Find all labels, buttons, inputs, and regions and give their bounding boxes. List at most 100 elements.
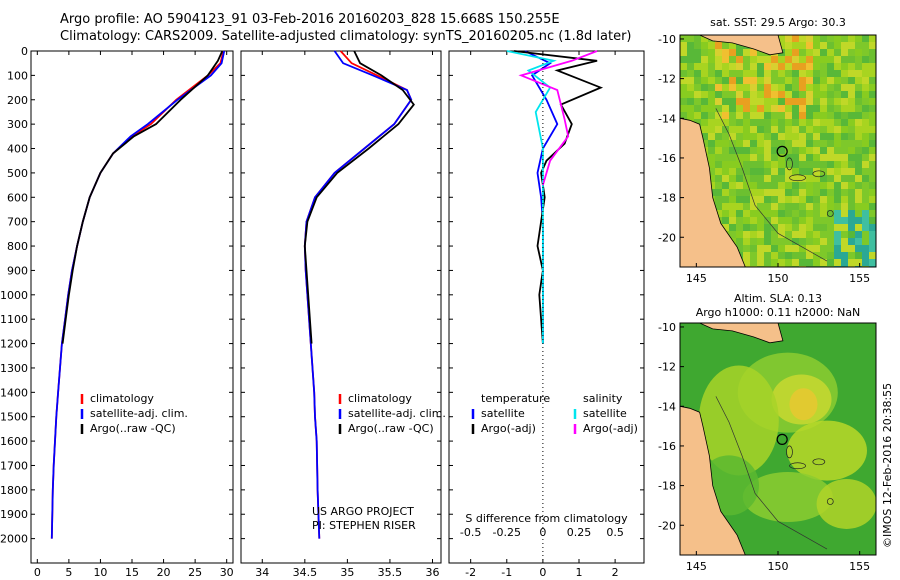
y-tick-label: 1300 xyxy=(0,362,28,375)
legend-item: Argo(..raw -QC) xyxy=(90,422,176,435)
axes-frame-difference-profile xyxy=(448,50,645,564)
reef-outline xyxy=(812,458,826,466)
axes-frame-salinity-profile xyxy=(240,50,442,564)
series-line-s-satellite xyxy=(506,50,557,344)
x-tick-label: 5 xyxy=(65,566,72,579)
legend-item: satellite xyxy=(481,407,525,420)
legend-item: Argo(-adj) xyxy=(481,422,536,435)
land-png xyxy=(699,35,784,56)
y-tick-label: 400 xyxy=(7,143,28,156)
x-tick-label: 30 xyxy=(220,566,234,579)
y-tick-label: 1100 xyxy=(0,313,28,326)
map-image xyxy=(680,323,876,555)
map-image xyxy=(680,35,876,267)
series-line-s-argo xyxy=(518,50,598,186)
x-tick-label: 35 xyxy=(340,566,354,579)
reef-outline xyxy=(812,170,826,178)
y-tick-label: -10 xyxy=(658,321,676,334)
y-tick-label: 200 xyxy=(7,94,28,107)
y-tick-label: 1500 xyxy=(0,411,28,424)
x-tick-label: -1 xyxy=(501,566,512,579)
s-tick-label: -0.5 xyxy=(460,526,481,539)
y-tick-label: 1000 xyxy=(0,289,28,302)
y-tick-label: 900 xyxy=(7,264,28,277)
s-tick-label: 0.25 xyxy=(567,526,592,539)
y-tick-label: 1900 xyxy=(0,508,28,521)
x-tick-label: 145 xyxy=(686,560,707,573)
legend-item: climatology xyxy=(90,392,154,405)
bathy-contour xyxy=(715,396,828,550)
header-line-1: Argo profile: AO 5904123_91 03-Feb-2016 … xyxy=(60,12,560,27)
series-line-argo xyxy=(61,50,224,344)
y-tick-label: 2000 xyxy=(0,533,28,546)
x-tick-label: 155 xyxy=(849,560,870,573)
credit-line-2: PI: STEPHEN RISER xyxy=(312,519,416,532)
x-tick-label: 25 xyxy=(188,566,202,579)
land-png xyxy=(699,323,784,344)
legend-item: satellite xyxy=(583,407,627,420)
x-tick-label: 155 xyxy=(849,272,870,285)
float-position-marker xyxy=(776,145,788,157)
y-tick-label: 1400 xyxy=(0,386,28,399)
reef-outline xyxy=(786,445,793,459)
x-tick-label: 15 xyxy=(125,566,139,579)
y-tick-label: 100 xyxy=(7,69,28,82)
map-sla-map: 145 150 155 -10 -12 -14 -16 -18 -20 Altim. SLA: 0… xyxy=(658,292,877,573)
float-position-marker xyxy=(776,433,788,445)
y-tick-label: 500 xyxy=(7,167,28,180)
reef-outline xyxy=(826,498,834,505)
y-tick-label: 1200 xyxy=(0,338,28,351)
s-tick-label: -0.25 xyxy=(493,526,521,539)
y-tick-label: -16 xyxy=(658,440,676,453)
y-tick-label: 800 xyxy=(7,240,28,253)
y-tick-label: 0 xyxy=(21,45,28,58)
y-tick-label: 1800 xyxy=(0,484,28,497)
x-tick-label: 2 xyxy=(612,566,619,579)
series-line-argo xyxy=(303,50,415,344)
y-tick-label: -16 xyxy=(658,152,676,165)
s-tick-label: 0 xyxy=(539,526,546,539)
legend-heading: temperature xyxy=(481,392,550,405)
x-axis-label-secondary: S difference from climatology xyxy=(465,512,628,525)
axes-frame-temperature-profile xyxy=(30,50,234,564)
x-tick-label: 34 xyxy=(255,566,269,579)
credit-line-1: US ARGO PROJECT xyxy=(312,505,414,518)
legend-item: Argo(-adj) xyxy=(583,422,638,435)
reef-outline xyxy=(789,462,806,470)
legend-item: Argo(..raw -QC) xyxy=(348,422,434,435)
y-tick-label: -20 xyxy=(658,231,676,244)
legend-item: satellite-adj. clim. xyxy=(348,407,446,420)
legend-heading: salinity xyxy=(583,392,623,405)
panel-salinity-profile: 3434.53535.536salinityclimatologysatelli… xyxy=(240,50,446,580)
y-tick-label: 1600 xyxy=(0,435,28,448)
y-tick-label: 1700 xyxy=(0,459,28,472)
y-tick-label: -18 xyxy=(658,480,676,493)
y-tick-label: -20 xyxy=(658,519,676,532)
map-title: sat. SST: 29.5 Argo: 30.3 xyxy=(710,16,846,29)
reef-outline xyxy=(786,157,793,171)
map-sst-map: 145 150 155 -10 -12 -14 -16 -18 -20 sat. SST: 29.… xyxy=(658,16,877,285)
x-tick-label: 10 xyxy=(93,566,107,579)
x-tick-label: 34.5 xyxy=(293,566,318,579)
y-tick-label: -12 xyxy=(658,361,676,374)
y-tick-label: 300 xyxy=(7,118,28,131)
x-tick-label: 36 xyxy=(425,566,439,579)
y-tick-label: -10 xyxy=(658,33,676,46)
map-title: Altim. SLA: 0.13 xyxy=(734,292,822,305)
y-tick-label: -18 xyxy=(658,192,676,205)
y-tick-label: -12 xyxy=(658,73,676,86)
reef-outline xyxy=(826,210,834,217)
x-tick-label: 1 xyxy=(576,566,583,579)
x-tick-label: 150 xyxy=(768,560,789,573)
x-tick-label: 145 xyxy=(686,272,707,285)
x-tick-label: 0 xyxy=(539,566,546,579)
timestamp-stamp: ©IMOS 12-Feb-2016 20:38:55 xyxy=(881,383,894,548)
land xyxy=(680,35,746,267)
legend-item: satellite-adj. clim. xyxy=(90,407,188,420)
y-tick-label: 600 xyxy=(7,191,28,204)
legend-item: climatology xyxy=(348,392,412,405)
header-line-2: Climatology: CARS2009. Satellite-adjuste… xyxy=(60,29,632,44)
y-tick-label: -14 xyxy=(658,400,676,413)
